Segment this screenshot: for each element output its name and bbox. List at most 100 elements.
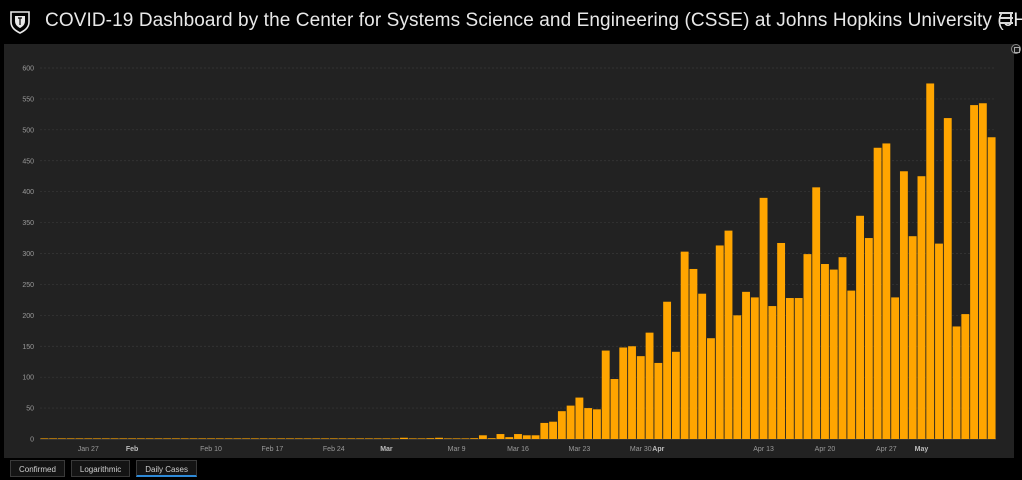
bar[interactable] <box>961 314 970 439</box>
bar[interactable] <box>970 105 979 439</box>
bar[interactable] <box>40 438 49 439</box>
bar[interactable] <box>935 243 943 439</box>
bar[interactable] <box>321 438 329 439</box>
bar[interactable] <box>426 438 435 439</box>
bar[interactable] <box>250 438 259 439</box>
bar[interactable] <box>584 408 593 439</box>
bar[interactable] <box>715 245 724 439</box>
bar[interactable] <box>478 435 487 439</box>
bar[interactable] <box>943 118 952 439</box>
bar[interactable] <box>750 297 759 439</box>
bar[interactable] <box>242 438 251 439</box>
bar[interactable] <box>391 438 400 439</box>
bar[interactable] <box>101 438 110 439</box>
bar[interactable] <box>207 438 215 439</box>
bar[interactable] <box>408 438 417 439</box>
bar[interactable] <box>268 438 277 439</box>
expand-panel-icon[interactable] <box>1011 44 1021 54</box>
bar[interactable] <box>838 257 847 439</box>
bar[interactable] <box>347 438 356 439</box>
bar[interactable] <box>856 215 864 439</box>
bar[interactable] <box>978 103 987 439</box>
bar[interactable] <box>873 147 882 439</box>
bar[interactable] <box>522 435 531 439</box>
bar[interactable] <box>812 187 821 439</box>
bar[interactable] <box>233 438 242 439</box>
bar[interactable] <box>286 438 294 439</box>
bar[interactable] <box>514 434 522 439</box>
bar[interactable] <box>198 438 207 439</box>
bar[interactable] <box>628 346 636 439</box>
tab-logarithmic[interactable]: Logarithmic <box>70 460 131 477</box>
bar[interactable] <box>189 438 198 439</box>
bar[interactable] <box>452 438 461 439</box>
bar[interactable] <box>803 254 812 439</box>
bar[interactable] <box>724 230 733 439</box>
bar[interactable] <box>794 298 803 439</box>
bar[interactable] <box>698 293 707 439</box>
bar[interactable] <box>899 171 908 439</box>
bar[interactable] <box>57 438 66 439</box>
bar[interactable] <box>610 379 619 439</box>
bar[interactable] <box>259 438 268 439</box>
bar[interactable] <box>636 356 645 439</box>
bar[interactable] <box>777 242 786 439</box>
bar[interactable] <box>654 362 663 439</box>
bar[interactable] <box>66 438 75 439</box>
bar[interactable] <box>172 438 180 439</box>
bar[interactable] <box>593 409 601 439</box>
bar[interactable] <box>908 236 917 439</box>
bar[interactable] <box>400 437 408 439</box>
bar[interactable] <box>952 326 961 439</box>
bar[interactable] <box>864 238 873 439</box>
bar[interactable] <box>680 251 689 439</box>
bar[interactable] <box>891 297 900 439</box>
bar[interactable] <box>671 351 680 439</box>
bar[interactable] <box>417 438 426 439</box>
bar[interactable] <box>575 397 584 439</box>
bar[interactable] <box>926 83 935 440</box>
bar[interactable] <box>461 438 470 439</box>
bar[interactable] <box>145 438 154 439</box>
bar[interactable] <box>540 422 549 439</box>
bar[interactable] <box>557 411 566 439</box>
bar[interactable] <box>549 421 558 439</box>
bar[interactable] <box>759 197 768 439</box>
bar[interactable] <box>338 438 347 439</box>
bar[interactable] <box>329 438 338 439</box>
bar[interactable] <box>496 434 505 439</box>
bar[interactable] <box>435 437 443 439</box>
bar[interactable] <box>733 315 742 439</box>
bar[interactable] <box>110 438 119 439</box>
bar[interactable] <box>364 438 373 439</box>
bar[interactable] <box>505 437 514 439</box>
bar[interactable] <box>356 438 365 439</box>
bar[interactable] <box>224 438 233 439</box>
bar[interactable] <box>215 438 224 439</box>
bar[interactable] <box>303 438 312 439</box>
bar[interactable] <box>742 291 750 439</box>
hamburger-menu-icon[interactable] <box>999 12 1013 26</box>
bar[interactable] <box>829 269 838 439</box>
bar[interactable] <box>382 438 391 439</box>
bar[interactable] <box>663 301 672 439</box>
bar[interactable] <box>93 438 101 439</box>
bar[interactable] <box>645 332 654 439</box>
bar[interactable] <box>917 176 926 439</box>
bar[interactable] <box>987 137 996 439</box>
bar[interactable] <box>470 438 479 439</box>
bar[interactable] <box>821 264 829 439</box>
bar[interactable] <box>487 438 496 439</box>
bar[interactable] <box>768 306 777 439</box>
bar[interactable] <box>136 438 145 439</box>
bar[interactable] <box>619 347 628 439</box>
bar[interactable] <box>847 290 856 439</box>
bar[interactable] <box>294 438 303 439</box>
bar[interactable] <box>49 438 58 439</box>
bar[interactable] <box>566 405 575 439</box>
tab-confirmed[interactable]: Confirmed <box>10 460 65 477</box>
bar[interactable] <box>75 438 84 439</box>
bar[interactable] <box>119 438 128 439</box>
bar[interactable] <box>443 438 452 439</box>
bar[interactable] <box>312 438 321 439</box>
